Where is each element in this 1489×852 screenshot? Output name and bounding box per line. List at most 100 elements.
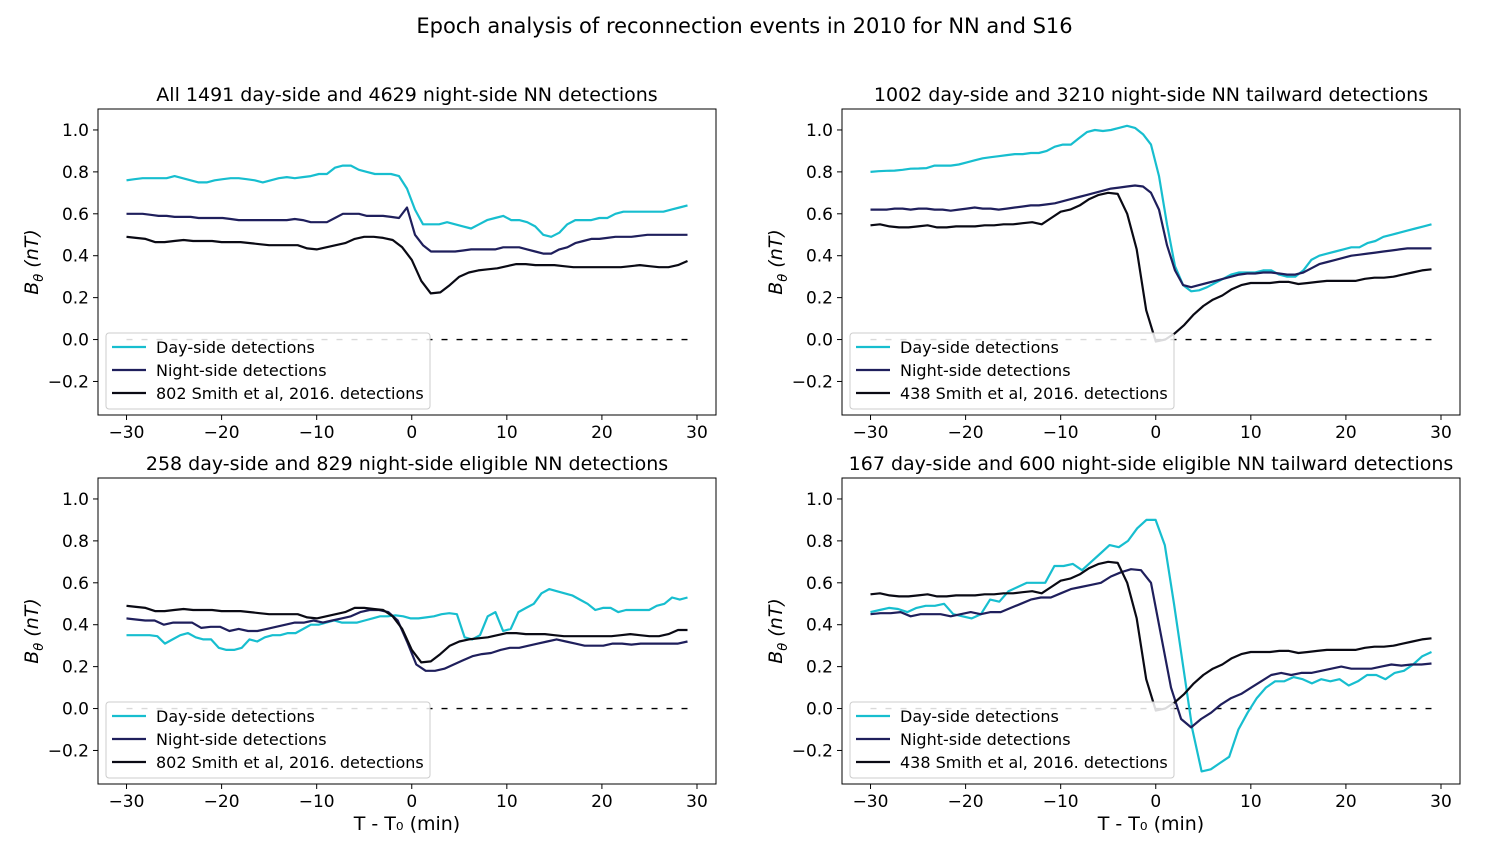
y-tick-label: 0.8	[62, 163, 89, 183]
y-tick-label: −0.2	[48, 741, 89, 761]
y-tick-label: 0.8	[62, 532, 89, 552]
series-line-3	[870, 191, 1432, 343]
y-tick-label: 0.6	[806, 574, 833, 594]
y-tick-label: 1.0	[62, 490, 89, 510]
axes-frame	[841, 477, 1461, 785]
x-tick-label: 0	[406, 792, 417, 812]
legend-label: 438 Smith et al, 2016. detections	[900, 384, 1168, 403]
x-tick-label: 20	[1335, 792, 1357, 812]
series-line-3	[870, 560, 1432, 712]
legend-label: 802 Smith et al, 2016. detections	[156, 384, 424, 403]
legend-label: Night-side detections	[900, 361, 1071, 380]
x-tick-label: −20	[204, 423, 240, 443]
y-tick-label: 0.0	[62, 700, 89, 720]
y-tick-label: 0.0	[62, 331, 89, 351]
legend: Day-side detections Night-side detections…	[849, 701, 1175, 779]
legend: Day-side detections Night-side detections…	[105, 701, 431, 779]
y-tick-label: 0.6	[62, 205, 89, 225]
panel-3: 258 day-side and 829 night-side eligible…	[21, 453, 717, 835]
y-tick-label: 0.4	[806, 616, 833, 636]
y-tick-label: 1.0	[806, 121, 833, 141]
legend: Day-side detections Night-side detections…	[849, 332, 1175, 410]
panel-title: All 1491 day-side and 4629 night-side NN…	[156, 84, 657, 106]
x-tick-label: −30	[853, 423, 889, 443]
legend-label: Day-side detections	[156, 338, 315, 357]
axes-frame	[97, 108, 717, 416]
x-tick-label: 30	[686, 423, 708, 443]
x-tick-label: 20	[591, 792, 613, 812]
plot-area	[870, 124, 1432, 343]
series-line-1	[126, 164, 688, 238]
y-tick-label: 0.2	[806, 658, 833, 678]
legend: Day-side detections Night-side detections…	[105, 332, 431, 410]
legend-label: 802 Smith et al, 2016. detections	[156, 753, 424, 772]
x-tick-label: 0	[1150, 792, 1161, 812]
x-tick-label: 30	[686, 792, 708, 812]
x-tick-label: 30	[1430, 423, 1452, 443]
legend-label: Day-side detections	[156, 707, 315, 726]
series-line-2	[126, 206, 688, 255]
x-tick-label: 10	[496, 423, 518, 443]
panel-title: 167 day-side and 600 night-side eligible…	[849, 453, 1454, 475]
x-tick-label: −30	[109, 423, 145, 443]
panel-1: All 1491 day-side and 4629 night-side NN…	[21, 84, 717, 443]
legend-box	[105, 332, 431, 410]
y-tick-label: 0.0	[806, 700, 833, 720]
axes-frame	[841, 108, 1461, 416]
y-axis-label: Bθ (nT)	[21, 598, 47, 664]
x-axis-label: T - T₀ (min)	[353, 813, 460, 835]
y-tick-label: 0.8	[806, 532, 833, 552]
series-line-2	[870, 184, 1432, 289]
legend-box	[105, 701, 431, 779]
legend-label: Day-side detections	[900, 707, 1059, 726]
x-tick-label: 0	[1150, 423, 1161, 443]
y-tick-label: 0.6	[806, 205, 833, 225]
y-tick-label: 0.2	[62, 658, 89, 678]
legend-box	[849, 701, 1175, 779]
figure-title: Epoch analysis of reconnection events in…	[416, 14, 1073, 38]
series-line-2	[870, 568, 1432, 729]
panel-title: 258 day-side and 829 night-side eligible…	[146, 453, 668, 475]
y-tick-label: 0.8	[806, 163, 833, 183]
y-tick-label: 1.0	[62, 121, 89, 141]
x-tick-label: −10	[1043, 423, 1079, 443]
y-tick-label: 0.0	[806, 331, 833, 351]
series-line-3	[126, 604, 688, 664]
series-line-1	[870, 124, 1432, 293]
legend-label: Day-side detections	[900, 338, 1059, 357]
x-tick-label: −10	[1043, 792, 1079, 812]
x-tick-label: −20	[204, 792, 240, 812]
x-tick-label: 30	[1430, 792, 1452, 812]
legend-label: Night-side detections	[156, 730, 327, 749]
x-tick-label: −30	[109, 792, 145, 812]
y-tick-label: 0.6	[62, 574, 89, 594]
x-tick-label: −20	[948, 423, 984, 443]
y-tick-label: 0.4	[806, 247, 833, 267]
legend-box	[849, 332, 1175, 410]
x-tick-label: 10	[1240, 792, 1262, 812]
plot-area	[126, 588, 688, 672]
plot-area	[126, 164, 688, 295]
y-axis-label: Bθ (nT)	[765, 229, 791, 295]
x-tick-label: 20	[1335, 423, 1357, 443]
legend-label: Night-side detections	[900, 730, 1071, 749]
y-tick-label: 0.4	[62, 247, 89, 267]
y-tick-label: 0.4	[62, 616, 89, 636]
y-tick-label: −0.2	[792, 372, 833, 392]
plot-area	[870, 518, 1432, 773]
legend-label: Night-side detections	[156, 361, 327, 380]
y-axis-label: Bθ (nT)	[765, 598, 791, 664]
x-tick-label: 10	[1240, 423, 1262, 443]
series-line-1	[870, 518, 1432, 773]
x-tick-label: 10	[496, 792, 518, 812]
x-tick-label: −10	[299, 792, 335, 812]
axes-frame	[97, 477, 717, 785]
panel-title: 1002 day-side and 3210 night-side NN tai…	[874, 84, 1428, 106]
series-line-1	[126, 588, 688, 651]
x-tick-label: −10	[299, 423, 335, 443]
y-axis-label: Bθ (nT)	[21, 229, 47, 295]
series-line-3	[126, 235, 688, 295]
legend-label: 438 Smith et al, 2016. detections	[900, 753, 1168, 772]
y-tick-label: 0.2	[806, 289, 833, 309]
